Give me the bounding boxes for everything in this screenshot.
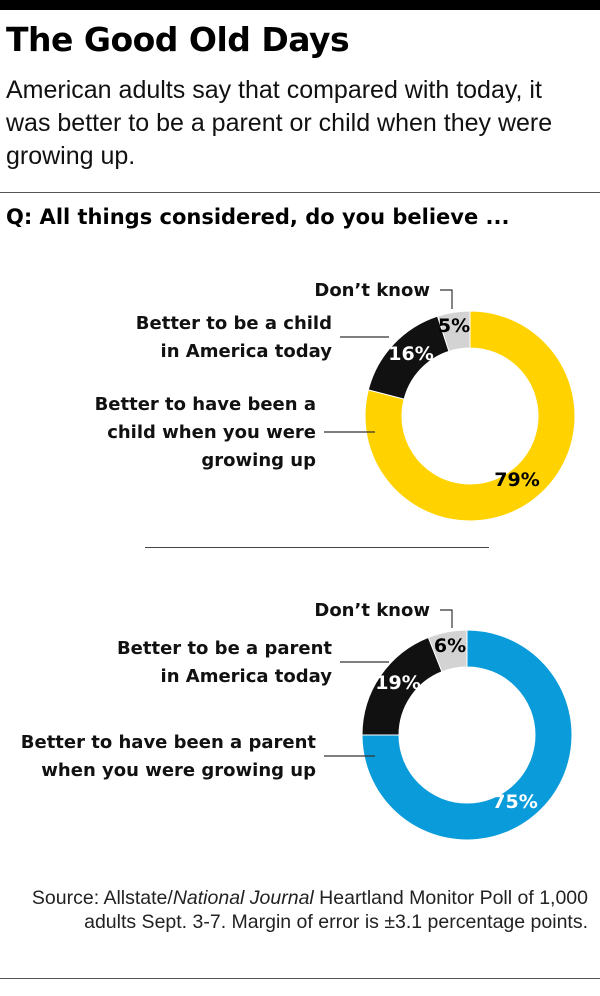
donut-chart-parent: 75% 19% 6% Better to have been a parent when… xyxy=(21,600,573,841)
category-label-3: Don’t know xyxy=(314,600,430,621)
donut-slice-3 xyxy=(436,310,471,352)
donut-slice-1 xyxy=(361,629,573,841)
category-label-2: Better to be a child in America today xyxy=(136,313,332,362)
donut-slice-3 xyxy=(427,629,468,673)
category-label-1: Better to have been a parent when you wer… xyxy=(21,732,317,781)
value-label-1: 75% xyxy=(492,791,537,813)
value-label-3: 5% xyxy=(438,315,470,337)
category-label-3: Don’t know xyxy=(314,280,430,301)
top-rule xyxy=(0,0,600,10)
leader-line-3 xyxy=(440,609,453,628)
source-prefix: Source: Allstate/ xyxy=(31,887,173,909)
source-note: Source: Allstate/National Journal Heartl… xyxy=(28,886,588,934)
category-label-1: Better to have been a child when you were… xyxy=(95,394,317,471)
value-label-2: 19% xyxy=(375,672,420,694)
bottom-rule xyxy=(0,978,600,979)
source-publication: National Journal xyxy=(172,887,314,909)
leader-line-3 xyxy=(440,289,453,309)
page-title: The Good Old Days xyxy=(6,20,350,59)
page-subtitle: American adults say that compared with t… xyxy=(6,76,553,170)
source-suffix: Heartland Monitor Poll of 1,000 adults S… xyxy=(84,887,588,933)
chart-divider xyxy=(145,547,489,548)
donut-chart-child: 79% 16%5% Better to have been a child when … xyxy=(95,280,576,522)
survey-question: Q: All things considered, do you believe… xyxy=(6,205,510,229)
donut-slice-1 xyxy=(364,310,576,522)
value-label-3: 6% xyxy=(434,635,466,657)
category-label-2: Better to be a parent in America today xyxy=(117,638,332,687)
value-label-2: 16% xyxy=(388,343,433,365)
value-label-1: 79% xyxy=(494,469,539,491)
section-rule xyxy=(0,192,600,193)
